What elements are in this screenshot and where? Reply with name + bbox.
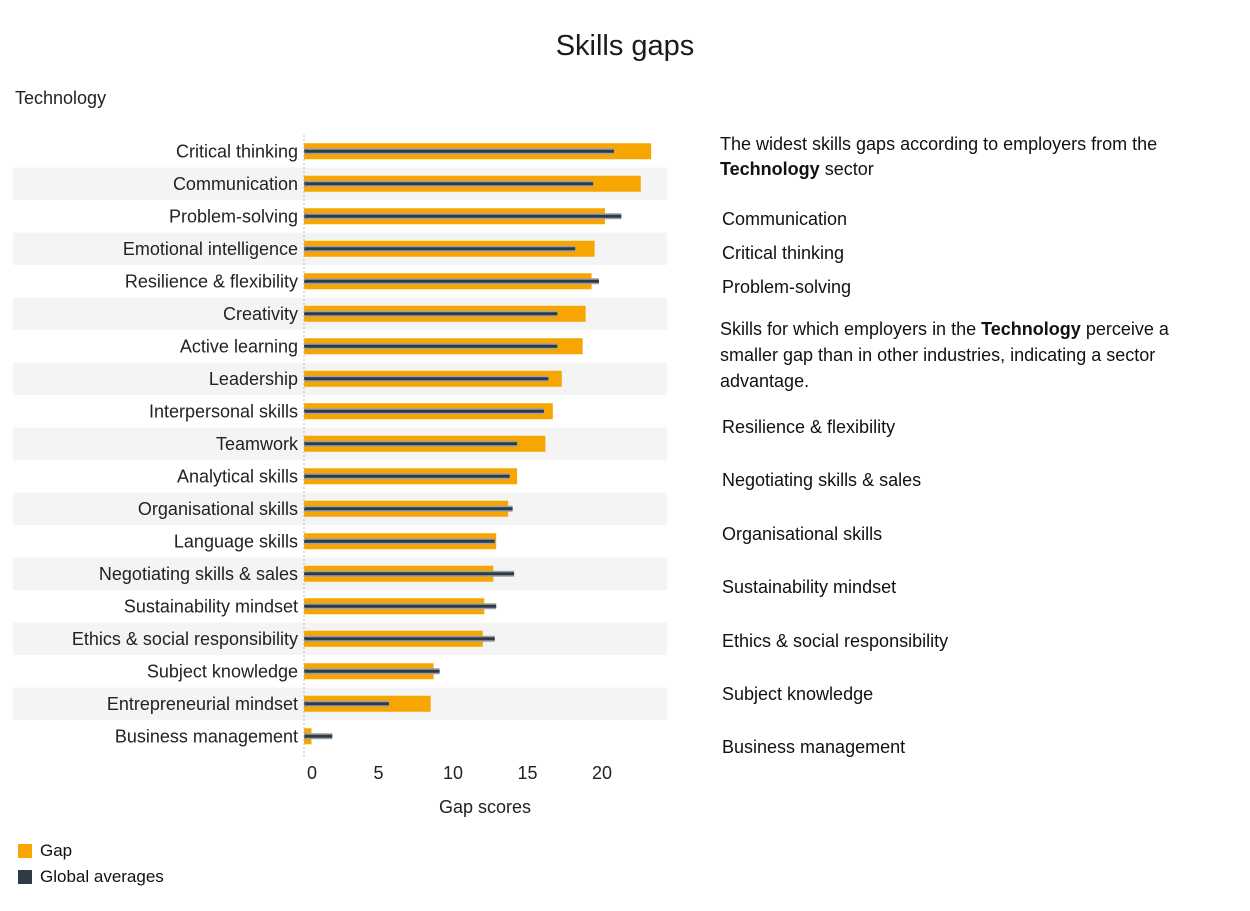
x-tick-label: 20 [592, 763, 612, 783]
category-label: Business management [115, 726, 298, 746]
category-label: Emotional intelligence [123, 239, 298, 259]
advantage-item: Resilience & flexibility [722, 417, 896, 437]
global-average-bar [304, 312, 558, 316]
legend-item-global[interactable]: Global averages [18, 864, 164, 890]
category-label: Sustainability mindset [124, 596, 298, 616]
category-label: Communication [173, 174, 298, 194]
global-average-bar [304, 604, 497, 608]
x-tick-label: 0 [307, 763, 317, 783]
category-label: Ethics & social responsibility [72, 629, 298, 649]
category-label: Analytical skills [177, 466, 298, 486]
category-label: Language skills [174, 531, 298, 551]
global-average-bar [304, 377, 549, 381]
advantage-item: Organisational skills [722, 523, 883, 544]
global-average-bar [304, 572, 515, 576]
global-average-bar [304, 409, 544, 413]
widest-gaps-list: Communication Critical thinking Problem-so… [720, 202, 1220, 304]
category-label: Active learning [180, 336, 298, 356]
category-label: Entrepreneurial mindset [107, 694, 298, 714]
global-average-bar [304, 149, 614, 153]
global-average-bar [304, 734, 333, 738]
global-average-bar [304, 344, 558, 348]
advantage-item: Subject knowledge [722, 683, 874, 704]
legend-label-gap: Gap [40, 841, 73, 860]
x-tick-label: 10 [443, 763, 463, 783]
widest-gap-item: Critical thinking [722, 243, 845, 263]
global-average-bar [304, 474, 510, 478]
advantage-item: Ethics & social responsibility [722, 630, 949, 651]
sector-name-2: Technology [981, 319, 1081, 339]
chart-title: Skills gaps [555, 30, 695, 62]
widest-gaps-intro: The widest skills gaps according to empl… [720, 132, 1220, 182]
global-average-bar [304, 182, 594, 186]
widest-gap-item: Problem-solving [722, 277, 852, 297]
global-average-bar [304, 507, 513, 511]
intro2-text-end: perceive a smaller gap than in other ind… [720, 319, 1169, 391]
intro-text: The widest skills gaps according to empl… [720, 134, 1158, 154]
global-average-bar [304, 214, 622, 218]
category-label: Negotiating skills & sales [99, 564, 298, 584]
global-average-bar [304, 279, 600, 283]
global-average-bar [304, 637, 495, 641]
global-average-bar [304, 669, 440, 673]
legend: Gap Global averages [18, 838, 164, 890]
global-average-bar [304, 539, 495, 543]
legend-item-gap[interactable]: Gap [18, 838, 164, 864]
intro-text-end: sector [824, 159, 874, 179]
chart-subtitle: Technology [15, 88, 107, 108]
bar-chart: Critical thinking Communication Problem-so… [13, 135, 667, 817]
global-average-bar [304, 702, 389, 706]
category-label: Critical thinking [176, 141, 298, 161]
widest-gap-item: Communication [722, 209, 848, 229]
category-label: Subject knowledge [147, 661, 298, 681]
legend-swatch-gap [18, 844, 32, 858]
legend-label-global: Global averages [40, 867, 164, 886]
advantage-intro: Skills for which employers in the Techno… [720, 316, 1220, 394]
global-average-bar [304, 247, 576, 251]
category-label: Leadership [209, 369, 298, 389]
advantage-list: Resilience & flexibility Negotiating skil… [720, 414, 1220, 788]
intro2-text: Skills for which employers in the [720, 319, 977, 339]
category-label: Organisational skills [138, 499, 298, 519]
category-label: Interpersonal skills [149, 401, 298, 421]
sector-name: Technology [720, 159, 820, 179]
advantage-item: Sustainability mindset [722, 577, 897, 598]
category-label: Creativity [223, 304, 298, 324]
x-axis-title: Gap scores [439, 797, 531, 817]
x-tick-label: 5 [373, 763, 383, 783]
global-average-bar [304, 442, 518, 446]
category-label: Teamwork [216, 434, 299, 454]
legend-swatch-global [18, 870, 32, 884]
x-tick-label: 15 [517, 763, 537, 783]
category-label: Problem-solving [169, 206, 298, 226]
insights-panel: The widest skills gaps according to empl… [720, 132, 1220, 788]
advantage-item: Business management [722, 737, 906, 758]
category-label: Resilience & flexibility [125, 271, 298, 291]
advantage-item: Negotiating skills & sales [722, 470, 922, 491]
